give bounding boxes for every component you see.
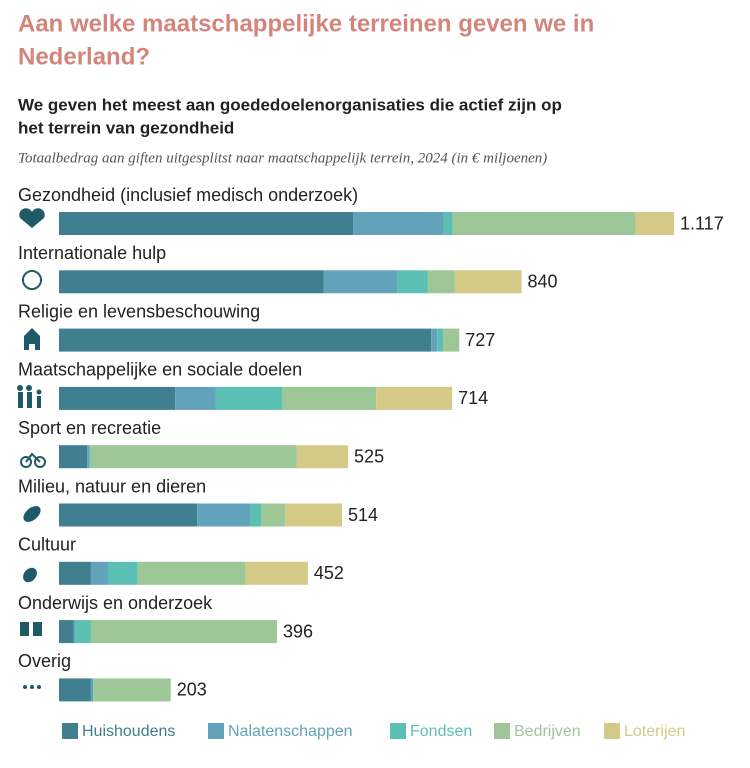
bar-segment xyxy=(93,678,94,702)
bar-segment xyxy=(59,212,354,235)
total-label: 840 xyxy=(527,272,557,292)
bar-segment xyxy=(296,445,349,469)
category-label: Milieu, natuur en dieren xyxy=(18,476,206,496)
category-label: Sport en recreatie xyxy=(18,418,161,438)
legend-label: Bedrijven xyxy=(514,723,581,740)
bar-segment xyxy=(137,561,246,585)
bar-segment xyxy=(59,503,198,527)
bar-segment xyxy=(89,445,91,469)
bar-segment xyxy=(285,503,342,527)
category-label: Internationale hulp xyxy=(18,243,166,263)
chart-note: Totaalbedrag aan giften uitgesplitst naa… xyxy=(18,150,547,166)
icon-violin xyxy=(23,567,37,583)
chart-subtitle: het terrein van gezondheid xyxy=(18,118,234,137)
bar-segment xyxy=(74,620,91,644)
icon-book xyxy=(20,622,42,636)
icon-globe xyxy=(22,270,42,290)
total-label: 203 xyxy=(177,680,207,700)
bar-segment xyxy=(59,445,88,469)
legend-label: Nalatenschappen xyxy=(228,723,353,740)
icon-heart xyxy=(19,208,45,228)
bar-segment xyxy=(443,328,460,352)
category-label: Overig xyxy=(18,651,71,671)
total-label: 1.117 xyxy=(680,213,724,233)
total-label: 714 xyxy=(458,388,488,408)
icon-bee xyxy=(23,506,41,522)
legend-swatch xyxy=(494,723,510,739)
bar-segment xyxy=(635,212,674,235)
bar-segment xyxy=(59,561,91,585)
legend-label: Loterijen xyxy=(624,723,685,740)
total-label: 727 xyxy=(465,330,495,350)
category-label: Onderwijs en onderzoek xyxy=(18,593,213,613)
bar-segment xyxy=(90,561,109,585)
bar-segment xyxy=(59,328,432,352)
bar-segment xyxy=(59,270,324,294)
bar-segment xyxy=(87,445,90,469)
bar-segment xyxy=(197,503,251,527)
bar-segment xyxy=(93,678,171,702)
bar-segment xyxy=(59,678,91,702)
category-label: Religie en levensbeschouwing xyxy=(18,301,260,321)
icon-bike xyxy=(20,452,46,468)
icon-church xyxy=(24,328,40,350)
bar-segment xyxy=(250,503,262,527)
bar-segment xyxy=(59,620,74,644)
bar-segment xyxy=(245,561,308,585)
icon-people xyxy=(17,385,42,408)
bar-segment xyxy=(454,270,522,294)
total-label: 525 xyxy=(354,446,384,466)
chart-subtitle: We geven het meest aan goededoelenorgani… xyxy=(18,95,562,114)
bar-segment xyxy=(73,620,75,644)
bar-segment xyxy=(437,328,444,352)
bar-segment xyxy=(443,212,453,235)
legend-swatch xyxy=(62,723,78,739)
bar-segment xyxy=(323,270,398,294)
chart-title: Nederland? xyxy=(18,43,150,70)
category-label: Cultuur xyxy=(18,535,76,555)
icons xyxy=(17,208,46,689)
bar-segment xyxy=(281,386,377,410)
category-label: Maatschappelijke en sociale doelen xyxy=(18,360,302,380)
total-label: 514 xyxy=(348,505,378,525)
bar-segment xyxy=(215,386,282,410)
legend-swatch xyxy=(604,723,620,739)
bar-segment xyxy=(261,503,286,527)
bar-segment xyxy=(452,212,636,235)
bar-segment xyxy=(108,561,138,585)
legend-label: Fondsen xyxy=(410,723,472,740)
bar-segment xyxy=(431,328,438,352)
legend-swatch xyxy=(208,723,224,739)
legend-swatch xyxy=(390,723,406,739)
bar-segment xyxy=(397,270,428,294)
total-label: 452 xyxy=(314,563,344,583)
icon-dots xyxy=(23,685,41,689)
bar-segment xyxy=(59,386,176,410)
category-label: Gezondheid (inclusief medisch onderzoek) xyxy=(18,185,358,205)
bar-segment xyxy=(427,270,455,294)
chart-title: Aan welke maatschappelijke terreinen gev… xyxy=(18,10,594,37)
total-label: 396 xyxy=(283,621,313,641)
bar-segment xyxy=(376,386,453,410)
bar-segment xyxy=(90,678,94,702)
bar-segment xyxy=(90,445,297,469)
legend-label: Huishoudens xyxy=(82,723,175,740)
bar-segment xyxy=(175,386,216,410)
bar-segment xyxy=(353,212,444,235)
bar-segment xyxy=(90,620,278,644)
